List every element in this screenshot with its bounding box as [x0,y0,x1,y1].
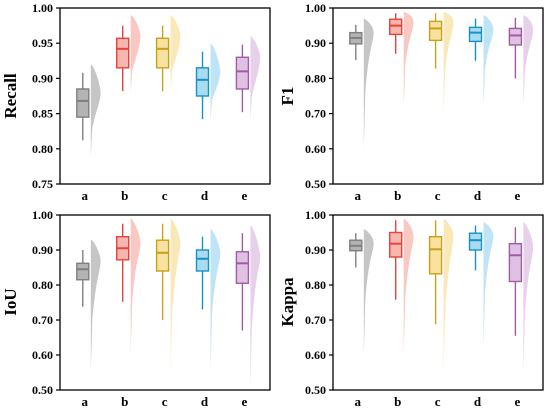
distribution-shape [250,36,261,121]
y-axis-label: Kappa [278,277,297,327]
box [468,232,483,251]
chart-panel: IoU 0.50 0.60 0.70 0.80 0.90 1.00 a b c d e [1,208,271,408]
x-tick-label: b [121,188,128,203]
distribution-shape [523,222,534,373]
distribution-shape [483,222,494,348]
y-tick-label: 1.00 [32,1,53,15]
plot-frame [59,214,271,391]
y-tick-label: 0.70 [305,313,326,327]
chart-panel: Kappa 0.50 0.60 0.70 0.80 0.90 1.00 a b c d e [278,208,544,408]
x-tick-label: a [82,188,89,203]
x-tick-label: b [394,188,401,203]
box [508,242,523,283]
box [468,26,483,43]
x-tick-label: a [82,394,89,408]
distribution-shape [443,218,454,373]
box [428,235,443,275]
distribution-shape [130,218,141,355]
y-tick-label: 0.80 [305,71,326,85]
y-tick-label: 0.90 [305,36,326,50]
x-tick-label: e [242,394,248,408]
y-tick-label: 0.80 [32,278,53,292]
box [195,249,210,272]
y-tick-label: 0.50 [32,383,53,397]
x-tick-label: e [242,188,248,203]
x-tick-label: a [355,188,362,203]
y-tick-label: 0.60 [32,348,53,362]
y-tick-label: 0.80 [32,142,53,156]
distribution-shape [443,11,454,114]
plot-frame [59,7,271,185]
chart-panel: F1 0.50 0.60 0.70 0.80 0.90 1.00 a b c d e [278,1,544,203]
box [389,231,403,258]
distribution-shape [90,239,101,373]
box [76,88,90,118]
y-axis-label: F1 [278,87,297,106]
box [155,239,170,272]
distribution-shape [403,218,414,355]
x-tick-label: c [162,188,168,203]
x-tick-label: c [162,394,168,408]
y-tick-label: 1.00 [305,208,326,222]
plot-frame [332,7,544,185]
y-tick-label: 0.70 [32,313,53,327]
plot-frame [332,214,544,391]
box [115,37,130,69]
distribution-shape [250,225,261,390]
distribution-shape [483,15,494,107]
x-tick-label: d [474,394,482,408]
chart-panel: Recall 0.75 0.80 0.85 0.90 0.95 1.00 a b c d e [1,1,271,203]
y-tick-label: 0.90 [305,243,326,257]
y-tick-label: 1.00 [305,1,326,15]
y-tick-label: 0.50 [305,383,326,397]
box [235,56,250,90]
y-tick-label: 0.85 [32,107,53,121]
box [428,20,443,42]
y-tick-label: 0.80 [305,278,326,292]
y-axis-label: IoU [1,288,20,315]
y-tick-label: 1.00 [32,208,53,222]
y-tick-label: 0.70 [305,107,326,121]
distribution-shape [170,15,181,93]
x-tick-label: c [435,188,441,203]
y-axis-label: Recall [1,73,20,119]
box [195,67,210,97]
distribution-shape [363,229,374,355]
distribution-shape [210,43,221,121]
distribution-shape [523,15,534,107]
distribution-shape [403,11,414,107]
box [235,251,250,284]
x-tick-label: d [474,188,482,203]
distribution-shape [130,15,141,93]
x-tick-label: e [515,188,521,203]
y-tick-label: 0.60 [305,142,326,156]
x-tick-label: b [121,394,128,408]
box [76,262,90,281]
x-tick-label: e [515,394,521,408]
x-tick-label: d [201,394,209,408]
box [155,37,170,69]
x-tick-label: c [435,394,441,408]
y-tick-label: 0.90 [32,71,53,85]
box [508,27,523,46]
y-tick-label: 0.60 [305,348,326,362]
y-tick-label: 0.50 [305,177,326,191]
x-tick-label: d [201,188,209,203]
distribution-shape [210,229,221,373]
distribution-shape [170,218,181,373]
box [389,18,403,36]
distribution-shape [90,64,101,156]
x-tick-label: b [394,394,401,408]
y-tick-label: 0.90 [32,243,53,257]
y-tick-label: 0.95 [32,36,53,50]
y-tick-label: 0.75 [32,177,53,191]
distribution-shape [363,18,374,149]
x-tick-label: a [355,394,362,408]
